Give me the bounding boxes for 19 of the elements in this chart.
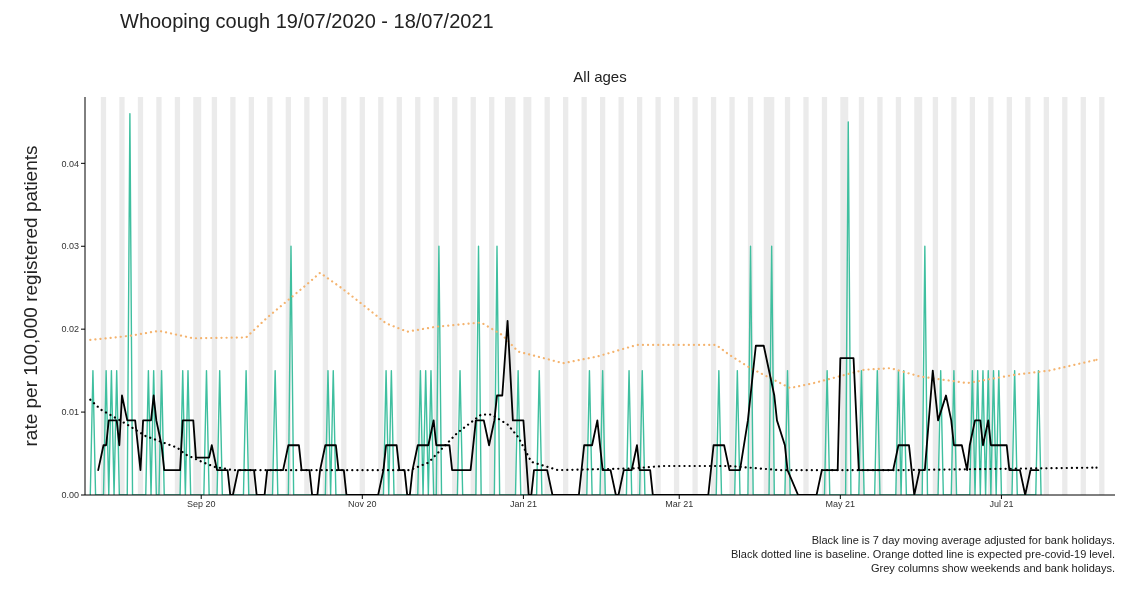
x-tick-label: Jan 21	[509, 499, 537, 510]
x-tick-label: Jul 21	[989, 499, 1014, 510]
chart-title: Whooping cough 19/07/2020 - 18/07/2021	[120, 10, 494, 33]
x-tick-label: Nov 20	[348, 499, 377, 510]
x-tick-label: Sep 20	[186, 499, 216, 510]
y-axis-title: rate per 100,000 registered patients	[19, 145, 41, 447]
y-tick-label: 0.01	[61, 407, 79, 418]
y-tick-label: 0.02	[61, 324, 79, 335]
y-tick-label: 0.00	[61, 490, 79, 501]
text: Black dotted line is baseline. Orange dotted line is expected pre-covid-19 level.	[730, 547, 1115, 561]
text: Black line is 7 day moving average adjusted for bank holidays.	[810, 533, 1115, 547]
x-tick-label: May 21	[825, 499, 856, 510]
line-series	[89, 112, 1042, 495]
line-series	[89, 271, 1098, 390]
x-tick-label: Mar 21	[665, 499, 694, 510]
y-tick-label: 0.03	[61, 241, 79, 252]
chart-subtitle: All ages	[572, 68, 628, 85]
text: Grey columns show weekends and bank holidays.	[870, 561, 1115, 575]
y-tick-label: 0.04	[61, 158, 79, 169]
